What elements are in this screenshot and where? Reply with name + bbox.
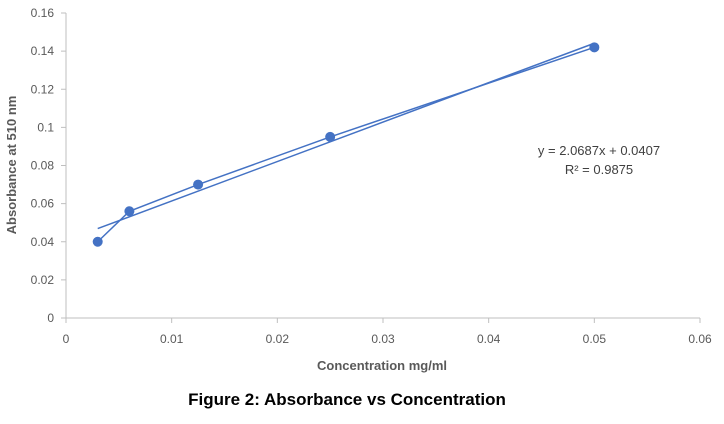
data-point <box>589 42 600 53</box>
data-point <box>325 131 336 142</box>
x-tick-label: 0 <box>63 332 70 346</box>
trendline-r-squared: R² = 0.9875 <box>565 162 633 177</box>
trendline-equation: y = 2.0687x + 0.0407 <box>538 143 660 158</box>
x-tick-label: 0.05 <box>583 332 607 346</box>
y-tick-label: 0.12 <box>31 82 55 96</box>
x-tick-label: 0.06 <box>688 332 712 346</box>
data-point <box>124 206 135 217</box>
data-point <box>92 236 103 247</box>
y-tick-label: 0.14 <box>31 44 55 58</box>
axes <box>61 12 701 323</box>
data-point <box>193 179 204 190</box>
x-axis-title: Concentration mg/ml <box>317 358 447 373</box>
x-tick-label: 0.02 <box>266 332 290 346</box>
series-line <box>97 46 595 243</box>
plot-area <box>92 42 600 247</box>
y-axis-title: Absorbance at 510 nm <box>4 96 19 235</box>
y-tick-label: 0.16 <box>31 6 55 20</box>
trendline <box>97 42 595 230</box>
y-tick-label: 0.02 <box>31 273 55 287</box>
x-tick-label: 0.03 <box>371 332 395 346</box>
y-tick-label: 0.1 <box>37 120 54 134</box>
y-tick-label: 0.04 <box>31 235 55 249</box>
y-tick-label: 0.06 <box>31 197 55 211</box>
x-tick-label: 0.01 <box>160 332 184 346</box>
x-tick-label: 0.04 <box>477 332 501 346</box>
figure-caption: Figure 2: Absorbance vs Concentration <box>188 390 506 409</box>
y-tick-label: 0 <box>47 311 54 325</box>
y-tick-label: 0.08 <box>31 159 55 173</box>
tick-labels: 0 0.02 0.04 0.06 0.08 0.1 0.12 0.14 0.16 0 0.01 0.0… <box>31 6 712 346</box>
